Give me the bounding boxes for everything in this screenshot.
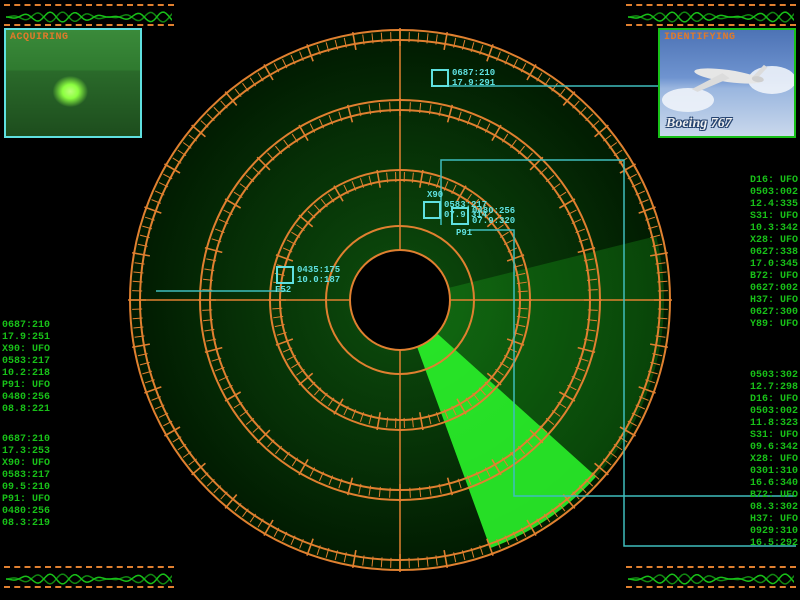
signal-bar bbox=[626, 566, 796, 588]
target-marker[interactable] bbox=[451, 207, 469, 225]
target-callsign: P91 bbox=[456, 228, 472, 238]
target-marker[interactable] bbox=[276, 266, 294, 284]
signal-bar bbox=[4, 4, 174, 26]
target-readout: 0480:256 07.9:320 bbox=[472, 206, 515, 226]
radar-screen: ACQUIRING IDENTIFYING Boeing 767 0687:21… bbox=[0, 0, 800, 600]
acquiring-label: ACQUIRING bbox=[10, 32, 69, 43]
target-callsign: X90 bbox=[427, 190, 443, 200]
identifying-caption: Boeing 767 bbox=[666, 116, 732, 132]
target-callsign: F52 bbox=[275, 285, 291, 295]
target-marker[interactable] bbox=[423, 201, 441, 219]
target-readout: 0687:210 17.9:291 bbox=[452, 68, 495, 88]
signal-bar bbox=[4, 566, 174, 588]
data-column-left-a: 0687:210 17.9:251 X90: UFO 0583:217 10.2… bbox=[2, 320, 50, 416]
data-column-right-b: 0503:302 12.7:298 D16: UFO 0503:002 11.8… bbox=[750, 370, 798, 550]
identifying-panel: IDENTIFYING Boeing 767 bbox=[658, 28, 796, 138]
acquiring-panel: ACQUIRING bbox=[4, 28, 142, 138]
data-column-right-a: D16: UFO 0503:002 12.4:335 S31: UFO 10.3… bbox=[750, 175, 798, 331]
target-marker[interactable] bbox=[431, 69, 449, 87]
target-readout: 0435:175 10.0:187 bbox=[297, 265, 340, 285]
data-column-left-b: 0687:210 17.3:253 X90: UFO 0583:217 09.5… bbox=[2, 434, 50, 530]
signal-bar bbox=[626, 4, 796, 26]
